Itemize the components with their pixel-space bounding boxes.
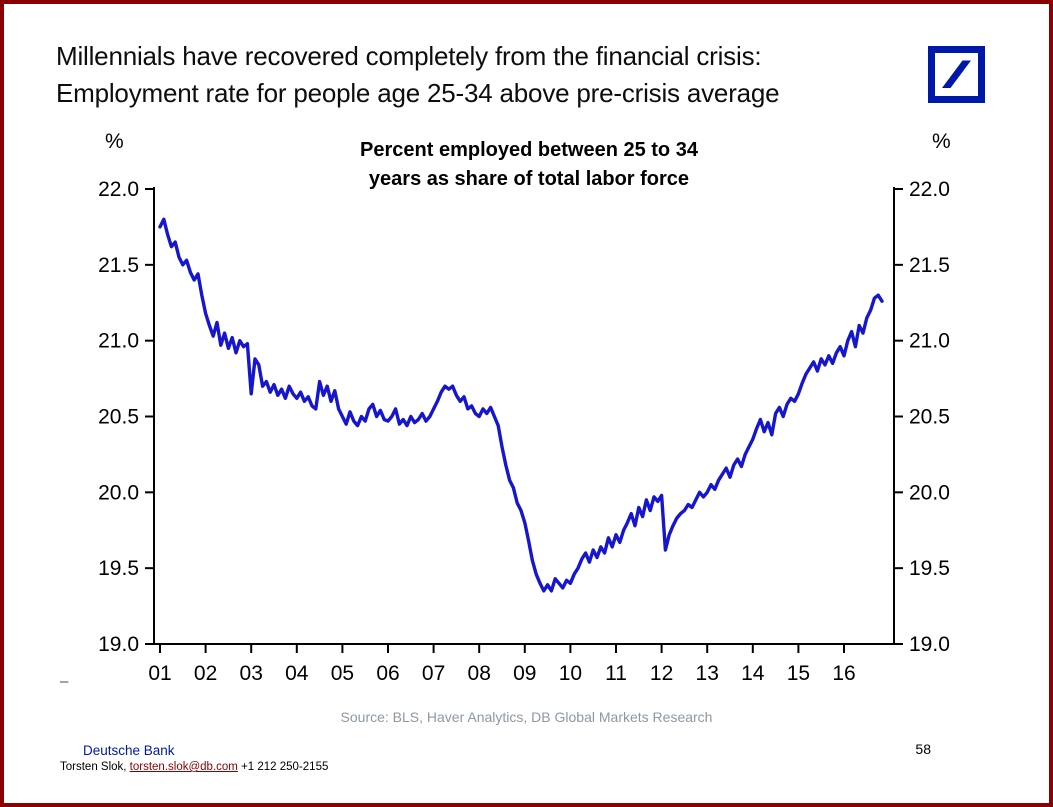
x-tick-label: 09 (513, 662, 536, 685)
y-tick-label-left: 19.0 (98, 633, 139, 656)
y-tick-label-left: 20.5 (98, 406, 139, 429)
x-tick-label: 02 (194, 662, 217, 685)
contact-name: Torsten Slok, (60, 761, 130, 773)
y-tick-label-left: 21.5 (98, 254, 139, 277)
x-tick-label: 08 (468, 662, 491, 685)
employment-rate-line (158, 217, 884, 593)
x-tick-label: 05 (331, 662, 354, 685)
y-axis-unit-left: % (105, 130, 124, 153)
x-tick-label: 03 (240, 662, 263, 685)
x-tick-label: 10 (559, 662, 582, 685)
x-tick-label: 16 (832, 662, 855, 685)
y-tick-label-left: 20.0 (98, 481, 139, 504)
slide-title: Millennials have recovered completely fr… (56, 38, 780, 112)
logo-slash (942, 60, 971, 88)
x-tick-label: 07 (422, 662, 445, 685)
chart-title: Percent employed between 25 to 34 years … (254, 136, 804, 194)
chart-title-line-2: years as share of total labor force (368, 168, 690, 190)
slide-title-line-2: Employment rate for people age 25-34 abo… (56, 78, 780, 108)
x-tick-label: 15 (787, 662, 810, 685)
y-tick-label-right: 21.0 (909, 330, 950, 353)
x-tick-label: 12 (650, 662, 673, 685)
source-note: Source: BLS, Haver Analytics, DB Global … (340, 709, 713, 725)
logo-frame (928, 46, 985, 103)
deutsche-bank-logo-icon (928, 46, 985, 103)
x-tick-label: 14 (741, 662, 765, 685)
y-tick-label-right: 22.0 (909, 178, 950, 201)
y-tick-label-right: 19.5 (909, 557, 950, 580)
contact-phone: +1 212 250-2155 (237, 761, 329, 773)
stray-dash: – (60, 673, 69, 690)
y-tick-label-right: 19.0 (909, 633, 950, 656)
y-tick-label-right: 20.5 (909, 406, 950, 429)
x-tick-label: 13 (696, 662, 719, 685)
employment-line-chart: 19.0 19.0 19.5 19.5 20.0 20.0 20.5 20.5 21.0 21.0… (98, 178, 950, 685)
x-tick-label: 01 (148, 662, 171, 685)
y-axis-unit-right: % (932, 130, 951, 153)
chart-title-line-1: Percent employed between 25 to 34 (360, 139, 698, 161)
y-tick-label-left: 21.0 (98, 330, 139, 353)
x-tick-label: 11 (605, 662, 627, 685)
contact-email-link[interactable]: torsten.slok@db.com (129, 761, 238, 773)
contact-line: Torsten Slok, torsten.slok@db.com +1 212… (60, 761, 328, 773)
y-tick-label-right: 20.0 (909, 481, 950, 504)
y-tick-label-right: 21.5 (909, 254, 950, 277)
y-tick-label-left: 19.5 (98, 557, 139, 580)
x-tick-label: 06 (376, 662, 399, 685)
slide-title-line-1: Millennials have recovered completely fr… (56, 41, 762, 71)
brand-wordmark: Deutsche Bank (83, 743, 175, 758)
x-tick-label: 04 (285, 662, 309, 685)
page-number: 58 (915, 741, 931, 757)
y-tick-label-left: 22.0 (98, 178, 139, 201)
